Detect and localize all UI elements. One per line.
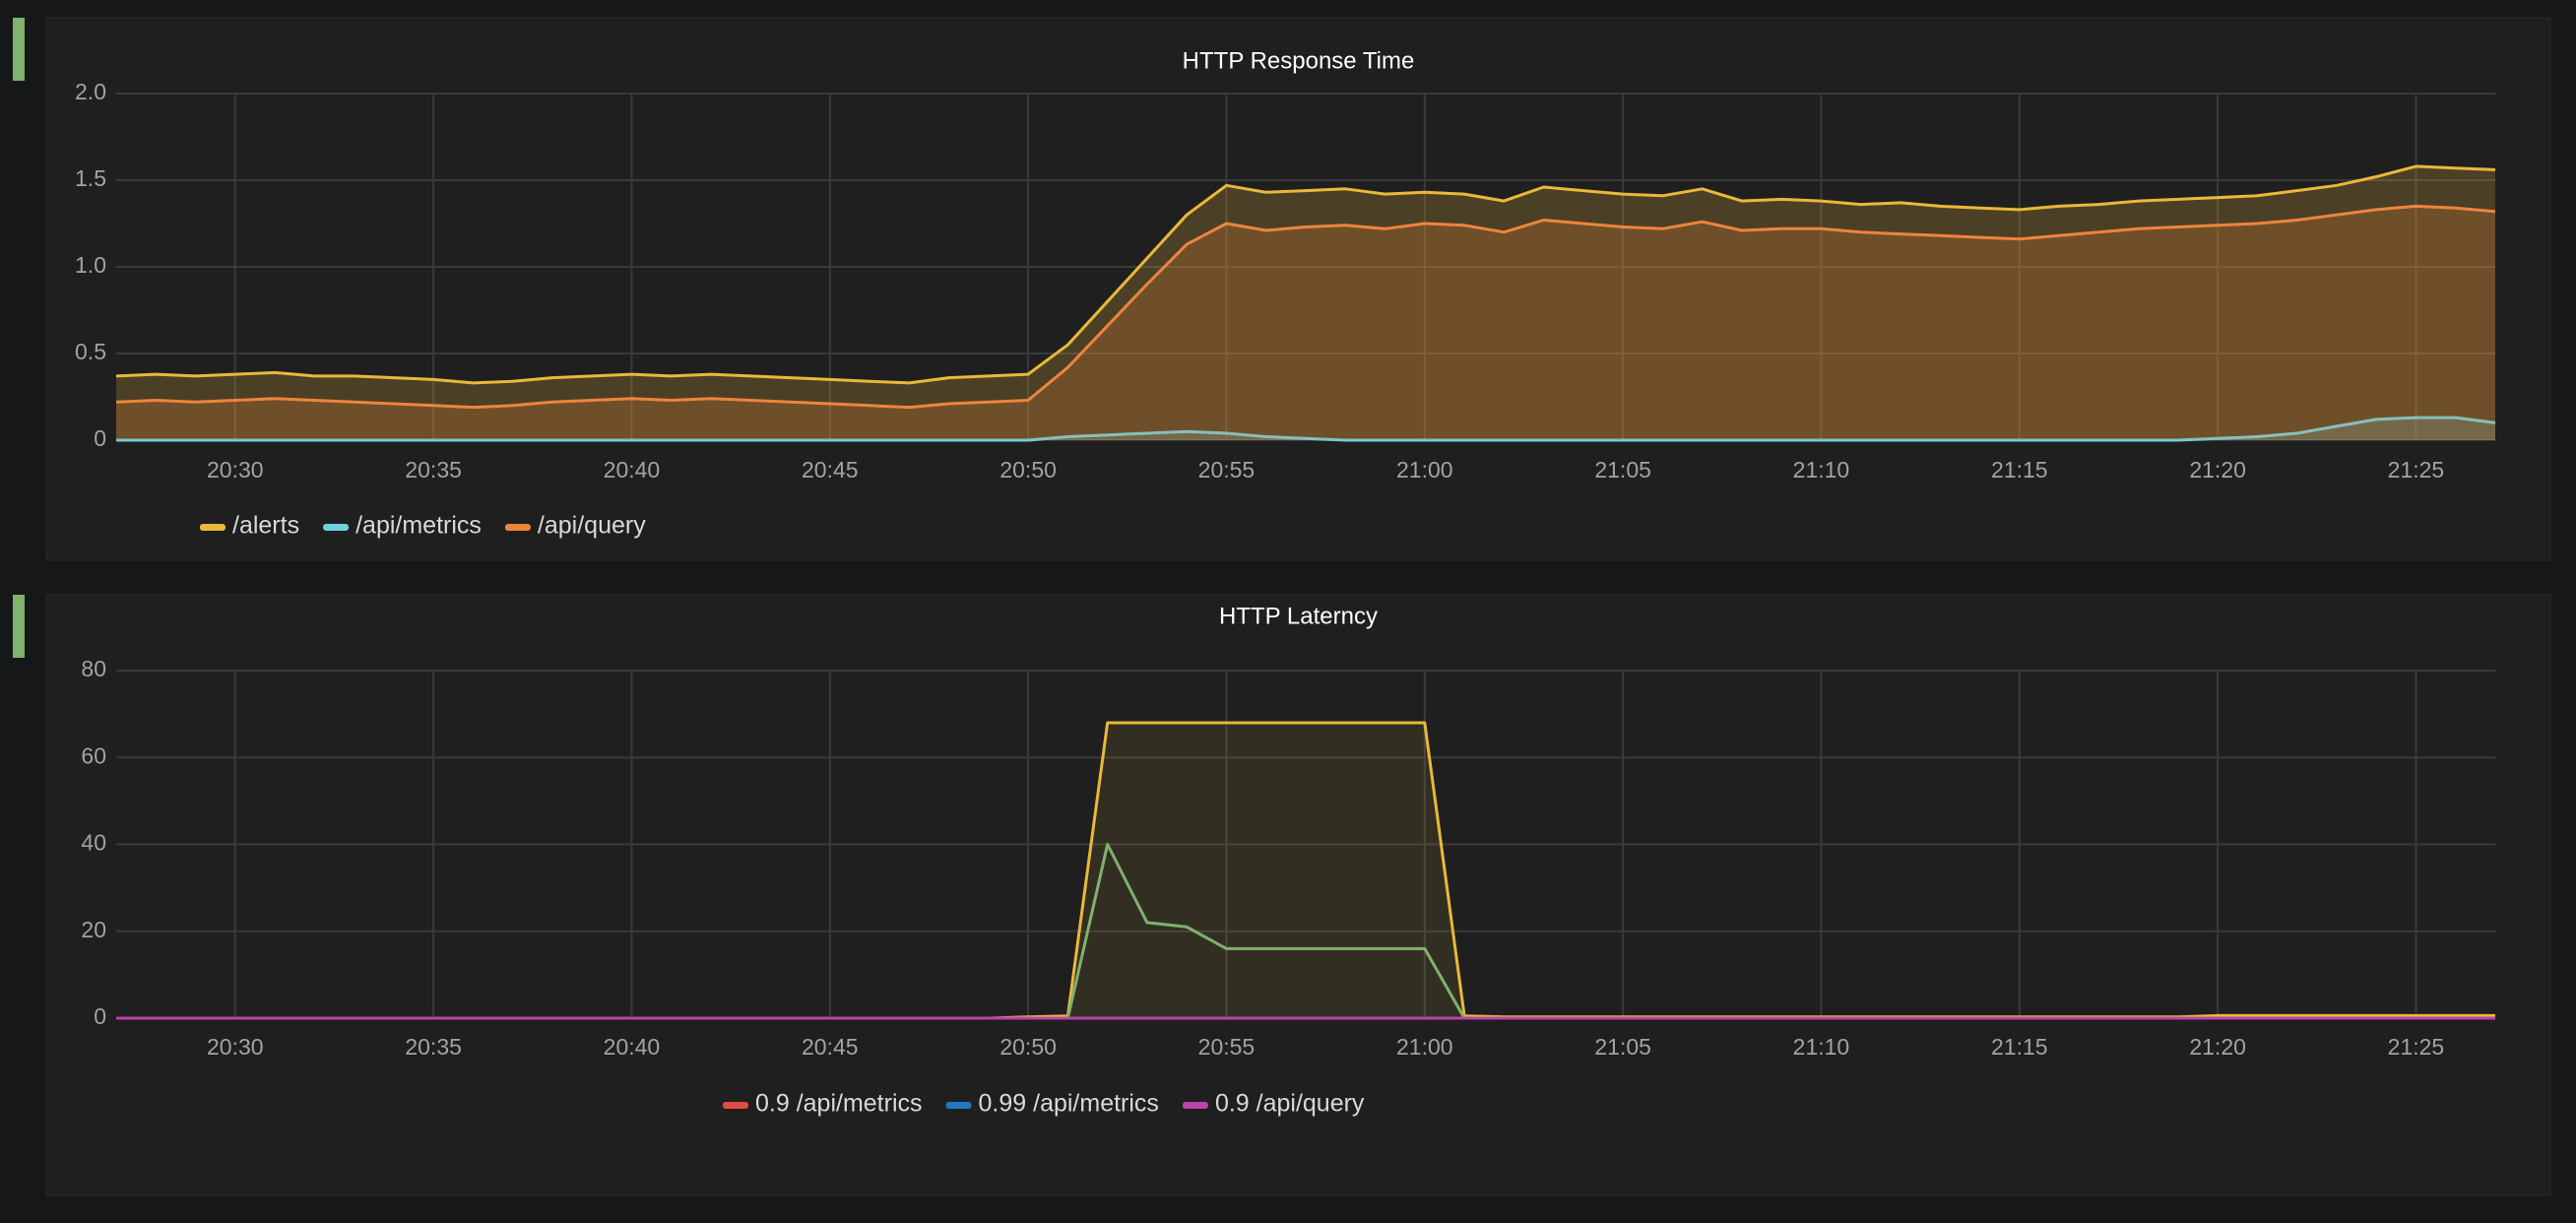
x-tick-label: 21:20 xyxy=(2189,1034,2246,1060)
legend-swatch xyxy=(504,524,531,531)
x-tick-label: 21:00 xyxy=(1396,457,1453,483)
x-tick-label: 20:45 xyxy=(802,457,859,483)
x-tick-label: 21:20 xyxy=(2189,457,2246,483)
series-line xyxy=(116,416,2496,442)
legend-swatch xyxy=(323,524,350,531)
legend-swatch xyxy=(1182,1102,1208,1109)
legend-label: 0.9 /api/query xyxy=(1215,1090,1365,1118)
x-tick-label: 21:10 xyxy=(1793,1034,1850,1060)
chart-title: HTTP Response Time xyxy=(1183,47,1415,74)
legend: /alerts/api/metrics/api/query xyxy=(200,512,646,540)
legend-label: /alerts xyxy=(232,512,299,540)
x-tick-label: 21:05 xyxy=(1594,1034,1651,1060)
x-tick-label: 20:35 xyxy=(405,1034,462,1060)
y-tick-label: 1.0 xyxy=(75,252,106,278)
y-tick-label: 80 xyxy=(81,656,106,681)
y-tick-label: 2.0 xyxy=(75,79,106,104)
x-tick-label: 20:50 xyxy=(999,1034,1057,1060)
chart-title: HTTP Laterncy xyxy=(1219,603,1378,629)
y-tick-label: 1.5 xyxy=(75,165,106,191)
y-tick-label: 0 xyxy=(94,1003,106,1029)
y-tick-label: 60 xyxy=(81,742,106,768)
x-tick-label: 21:25 xyxy=(2388,457,2445,483)
legend-swatch xyxy=(723,1102,748,1109)
x-tick-label: 21:05 xyxy=(1594,457,1651,483)
legend-label: 0.9 /api/metrics xyxy=(755,1090,923,1118)
series-area xyxy=(116,206,2495,440)
y-tick-label: 20 xyxy=(81,917,106,942)
x-tick-label: 21:00 xyxy=(1396,1034,1453,1060)
row-marker xyxy=(13,18,25,81)
legend-label: /api/query xyxy=(538,512,646,540)
legend: 0.9 /api/metrics 0.99 /api/metrics 0.9 /ap… xyxy=(723,1090,1365,1118)
x-tick-label: 21:15 xyxy=(1991,1034,2048,1060)
series-area xyxy=(116,723,2495,1018)
panel xyxy=(45,17,2551,561)
legend-swatch xyxy=(945,1102,972,1109)
x-tick-label: 21:10 xyxy=(1793,457,1850,483)
x-tick-label: 21:15 xyxy=(1991,457,2048,483)
x-tick-label: 20:30 xyxy=(207,1034,264,1060)
legend-label: /api/metrics xyxy=(355,512,482,540)
x-tick-label: 20:55 xyxy=(1198,457,1256,483)
x-tick-label: 20:30 xyxy=(207,457,264,483)
y-tick-label: 0 xyxy=(94,425,106,451)
series-line xyxy=(115,204,2496,410)
series-line xyxy=(115,164,2496,385)
chart: HTTP Response Time 0 0.5 1.0 1.5 2.0 20:30 20:3… xyxy=(75,47,2496,540)
y-tick-label: 40 xyxy=(81,830,106,856)
x-tick-label: 20:35 xyxy=(405,457,462,483)
legend-swatch xyxy=(200,524,225,531)
row-marker xyxy=(13,595,25,658)
x-tick-label: 20:40 xyxy=(604,1034,661,1060)
x-tick-label: 21:25 xyxy=(2388,1034,2445,1060)
panel xyxy=(45,594,2551,1196)
x-tick-label: 20:40 xyxy=(604,457,661,483)
x-tick-label: 20:55 xyxy=(1198,1034,1256,1060)
y-tick-label: 0.5 xyxy=(75,339,106,364)
x-tick-label: 20:50 xyxy=(999,457,1057,483)
chart: HTTP Laterncy 0 20 40 60 80 20:30 20:35 20:40 20:… xyxy=(81,603,2495,1118)
legend-label: 0.99 /api/metrics xyxy=(979,1090,1159,1118)
x-tick-label: 20:45 xyxy=(802,1034,859,1060)
